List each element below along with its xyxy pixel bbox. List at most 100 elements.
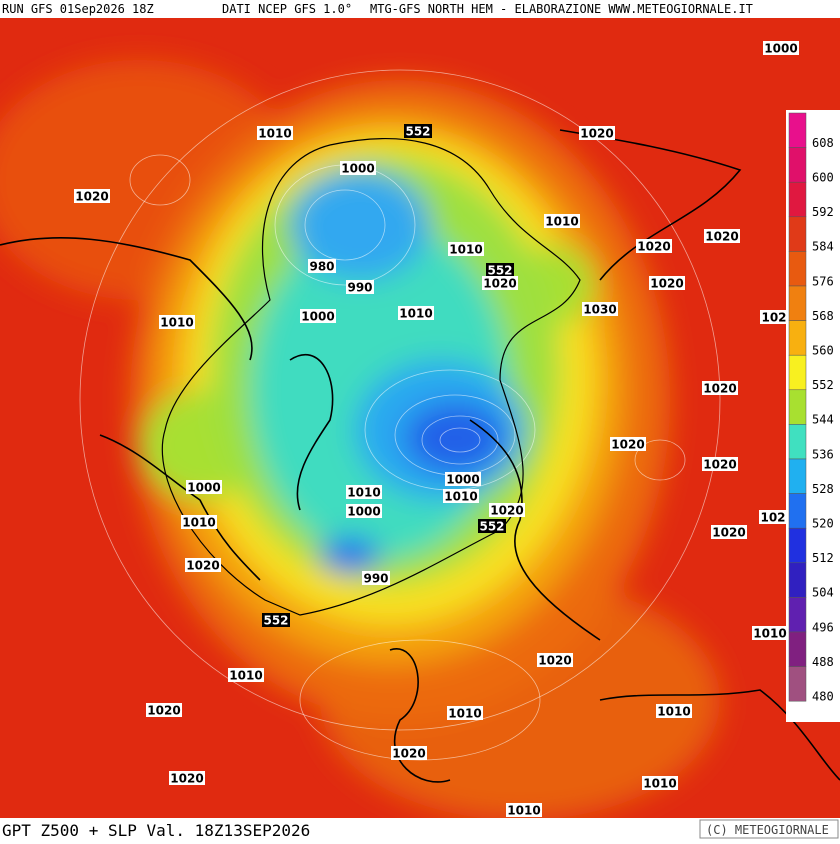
contour-label: 1020 — [147, 704, 180, 718]
label-box — [704, 229, 740, 243]
contour-label: 1010 — [657, 705, 690, 719]
label-box — [146, 703, 182, 717]
footer-bar — [0, 818, 840, 840]
footer-title: GPT Z500 + SLP Val. 18Z13SEP2026 — [2, 821, 310, 840]
label-box — [257, 126, 293, 140]
contour-label: 1000 — [301, 310, 334, 324]
label-box — [186, 480, 222, 494]
contour-label: 1010 — [160, 316, 193, 330]
product-info: MTG-GFS NORTH HEM - ELABORAZIONE WWW.MET… — [370, 2, 753, 16]
label-box — [649, 276, 685, 290]
header-bar — [0, 0, 840, 18]
contour-label: 1020 — [703, 382, 736, 396]
label-box — [398, 306, 434, 320]
colorbar-label: 520 — [812, 517, 834, 531]
contour-label: 1000 — [347, 505, 380, 519]
colorbar: 608 600 592 584 576 568 560 552 544 536 528 520 512 5… — [786, 110, 840, 722]
label-box — [506, 803, 542, 817]
colorbar-label: 504 — [812, 586, 834, 600]
label-box — [448, 242, 484, 256]
colorbar-label: 488 — [812, 655, 834, 669]
contour-label: 1020 — [650, 277, 683, 291]
contour-label: 1010 — [229, 669, 262, 683]
label-box — [478, 519, 506, 533]
label-box — [169, 771, 205, 785]
contour-label: 1020 — [186, 559, 219, 573]
contour-label: 1010 — [258, 127, 291, 141]
color-swatch — [788, 285, 807, 321]
credit: (C) METEOGIORNALE — [706, 823, 829, 837]
contour-label: 552 — [263, 614, 288, 628]
contour-label: 1010 — [182, 516, 215, 530]
label-box — [445, 472, 481, 486]
contour-label: 1010 — [753, 627, 786, 641]
label-box — [404, 124, 432, 138]
color-swatch — [788, 458, 807, 494]
label-box — [228, 668, 264, 682]
colorbar-label: 536 — [812, 447, 834, 461]
label-box — [763, 41, 799, 55]
contour-label: 1020 — [538, 654, 571, 668]
contour-label: 552 — [487, 264, 512, 278]
label-box — [185, 558, 221, 572]
color-swatch — [788, 251, 807, 287]
coastlines — [0, 129, 840, 783]
contour-label: 980 — [309, 260, 334, 274]
colorbar-label: 568 — [812, 309, 834, 323]
contour-label: 1000 — [341, 162, 374, 176]
contour-label: 1000 — [764, 42, 797, 56]
contour-label: 1010 — [545, 215, 578, 229]
colorbar-label: 576 — [812, 274, 834, 288]
label-box — [262, 613, 290, 627]
colorbar-label: 528 — [812, 482, 834, 496]
label-box — [760, 310, 788, 324]
label-box — [447, 706, 483, 720]
contour-label: 1010 — [399, 307, 432, 321]
contour-label: 1020 — [170, 772, 203, 786]
colorbar-label: 584 — [812, 240, 834, 254]
label-box — [752, 626, 788, 640]
color-swatch — [788, 389, 807, 425]
label-box — [702, 381, 738, 395]
color-swatch — [788, 216, 807, 252]
label-box — [159, 315, 195, 329]
colorbar-label: 592 — [812, 205, 834, 219]
colorbar-label: 552 — [812, 378, 834, 392]
label-box — [346, 485, 382, 499]
contour-label: 1020 — [392, 747, 425, 761]
contour-label: 990 — [363, 572, 388, 586]
color-swatch — [788, 112, 807, 148]
color-swatch — [788, 181, 807, 218]
color-swatch — [788, 320, 807, 356]
label-box — [702, 457, 738, 471]
contour-label: 1020 — [580, 127, 613, 141]
label-box — [544, 214, 580, 228]
colorbar-label: 512 — [812, 551, 834, 565]
colorbar-label: 600 — [812, 171, 834, 185]
contour-label: 1010 — [449, 243, 482, 257]
contour-label: 552 — [405, 125, 430, 139]
label-box — [181, 515, 217, 529]
label-box — [759, 510, 787, 524]
contour-label: 102 — [761, 311, 786, 325]
contour-label: 1030 — [583, 303, 616, 317]
color-swatch — [788, 562, 807, 598]
contour-label: 1020 — [483, 277, 516, 291]
label-box — [362, 571, 390, 585]
colorbar-label: 608 — [812, 136, 834, 150]
contour-label: 1020 — [75, 190, 108, 204]
contour-label: 1020 — [490, 504, 523, 518]
colorbar-label: 496 — [812, 620, 834, 634]
color-swatch — [788, 597, 807, 633]
color-swatch — [788, 147, 807, 183]
contour-label: 102 — [760, 511, 785, 525]
contour-label: 552 — [479, 520, 504, 534]
contour-label: 1010 — [444, 490, 477, 504]
label-box — [443, 489, 479, 503]
label-box — [300, 309, 336, 323]
color-swatch — [788, 493, 807, 529]
label-box — [582, 302, 618, 316]
